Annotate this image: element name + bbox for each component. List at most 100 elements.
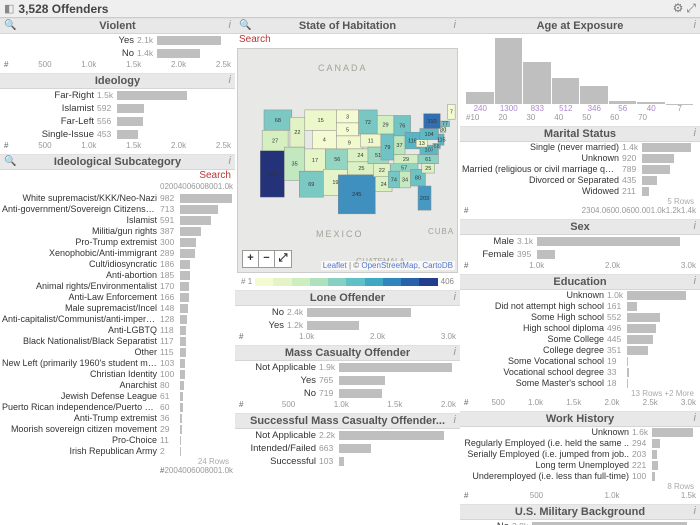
bar-row[interactable]: Divorced or Separated435 <box>462 175 698 186</box>
bar-row[interactable]: Christian Identity100 <box>2 369 233 380</box>
zoom-in[interactable]: + <box>243 251 259 267</box>
bar-row[interactable]: Moorish sovereign citizen movement29 <box>2 424 233 435</box>
info-icon[interactable]: i <box>454 414 456 426</box>
bar-row[interactable]: Anti-abortion185 <box>2 270 233 281</box>
bar-row[interactable]: Far-Left556 <box>2 115 233 128</box>
bar-row[interactable]: Anti-Law Enforcement166 <box>2 292 233 303</box>
bar-row[interactable]: Irish Republican Army2 <box>2 446 233 457</box>
bar-row[interactable]: Anti-LGBTQ118 <box>2 325 233 336</box>
search-icon[interactable]: 🔍 <box>4 20 16 31</box>
bar-row[interactable]: Did not attempt high school161 <box>462 301 698 312</box>
bar-row[interactable]: Single (never married)1.4k <box>462 142 698 153</box>
info-icon[interactable]: i <box>229 155 231 167</box>
bar-row[interactable]: Some Master's school18 <box>462 378 698 389</box>
bar-row[interactable]: Intended/Failed663 <box>237 442 458 455</box>
bar-row[interactable]: Unknown1.0k <box>462 290 698 301</box>
bar-row[interactable]: Far-Right1.5k <box>2 89 233 102</box>
info-icon[interactable]: i <box>454 346 456 358</box>
bar-row[interactable]: Married (religious or civil marriage qua… <box>462 164 698 175</box>
bar-row[interactable]: Xenophobic/Anti-immigrant289 <box>2 248 233 259</box>
bar-row[interactable]: Militia/gun rights387 <box>2 226 233 237</box>
bar-row[interactable]: Long term Unemployed221 <box>462 460 698 471</box>
bar-row[interactable]: Unknown920 <box>462 153 698 164</box>
info-icon[interactable]: i <box>694 220 696 232</box>
hist-bar[interactable] <box>580 86 608 104</box>
bar <box>180 436 181 445</box>
bar-row[interactable]: No1.4k <box>2 47 233 60</box>
choropleth-map[interactable]: CANADA MEXICO CUBA GUATEMALA 68274063522… <box>237 48 458 273</box>
bar-row[interactable]: Vocational school degree33 <box>462 367 698 378</box>
search-icon[interactable]: 🔍 <box>4 156 16 167</box>
bar-row[interactable]: Yes1.2k <box>237 319 458 332</box>
info-icon[interactable]: i <box>454 291 456 303</box>
bar-row[interactable]: Animal rights/Environmentalist170 <box>2 281 233 292</box>
hist-bar[interactable] <box>523 62 551 104</box>
bar-row[interactable]: Islamist591 <box>2 215 233 226</box>
bar-row[interactable]: Puerto Rican independence/Puerto Ric..60 <box>2 402 233 413</box>
bar-row[interactable]: Some High school552 <box>462 312 698 323</box>
bar-row[interactable]: College degree351 <box>462 345 698 356</box>
axis-tick: 200 <box>164 182 177 191</box>
bar-row[interactable]: Jewish Defense League61 <box>2 391 233 402</box>
bar-row[interactable]: No2.4k <box>237 306 458 319</box>
osm-link[interactable]: OpenStreetMap <box>361 261 417 270</box>
bar-row[interactable]: No2.8k <box>462 520 698 525</box>
bar-row[interactable]: Anti-capitalist/Communist/anti-imperia..… <box>2 314 233 325</box>
bar-row[interactable]: Regularly Employed (i.e. held the same .… <box>462 438 698 449</box>
info-icon[interactable]: i <box>694 505 696 517</box>
bar-row[interactable]: Female395 <box>462 248 698 261</box>
search-icon[interactable]: 🔍 <box>239 20 251 31</box>
bar-row[interactable]: Anarchist80 <box>2 380 233 391</box>
hist-value: 40 <box>637 104 666 113</box>
expand-icon[interactable]: ⤢ <box>686 1 696 15</box>
age-histogram[interactable] <box>460 34 700 104</box>
bar-row[interactable]: Not Applicable2.2k <box>237 429 458 442</box>
bar-row[interactable]: Yes2.1k <box>2 34 233 47</box>
info-icon[interactable]: i <box>694 275 696 287</box>
bar-row[interactable]: Widowed211 <box>462 186 698 197</box>
bar-row[interactable]: New Left (primarily 1960's student mov..… <box>2 358 233 369</box>
bar-row[interactable]: Islamist592 <box>2 102 233 115</box>
hist-bar[interactable] <box>495 38 523 104</box>
hist-bar[interactable] <box>552 78 580 104</box>
info-icon[interactable]: i <box>694 412 696 424</box>
bar-row[interactable]: No719 <box>237 387 458 400</box>
bar-row[interactable]: Anti-government/Sovereign Citizens m..71… <box>2 204 233 215</box>
leaflet-link[interactable]: Leaflet <box>323 261 347 270</box>
info-icon[interactable]: i <box>694 19 696 31</box>
bar-row[interactable]: Other115 <box>2 347 233 358</box>
info-icon[interactable]: i <box>694 127 696 139</box>
legend-max: 406 <box>441 277 454 286</box>
bar-row[interactable]: Pro-Choice11 <box>2 435 233 446</box>
info-icon[interactable]: i <box>229 19 231 31</box>
carto-link[interactable]: CartoDB <box>422 261 453 270</box>
bar <box>627 313 660 322</box>
bar-row[interactable]: Some Vocational school19 <box>462 356 698 367</box>
bar-row[interactable]: White supremacist/KKK/Neo-Nazi982 <box>2 193 233 204</box>
bar-row[interactable]: Unknown1.6k <box>462 427 698 438</box>
map-search[interactable]: Search <box>239 34 271 45</box>
settings-gear-icon[interactable]: ⚙ <box>673 1 684 15</box>
bar-row[interactable]: Pro-Trump extremist300 <box>2 237 233 248</box>
rows-note: 8 Rows <box>667 482 694 491</box>
bar-label: Serially Employed (i.e. jumped from job.… <box>462 449 632 460</box>
bar-row[interactable]: High school diploma496 <box>462 323 698 334</box>
bar-row[interactable]: Successful103 <box>237 455 458 468</box>
zoom-out[interactable]: − <box>259 251 275 267</box>
bar-row[interactable]: Anti-Trump extremist36 <box>2 413 233 424</box>
bar-row[interactable]: Underemployed (i.e. less than full-time)… <box>462 471 698 482</box>
bar-row[interactable]: Male3.1k <box>462 235 698 248</box>
hist-bar[interactable] <box>466 92 494 104</box>
bar-row[interactable]: Not Applicable1.9k <box>237 361 458 374</box>
zoom-expand[interactable]: ⤢ <box>275 251 291 267</box>
bar-row[interactable]: Black Nationalist/Black Separatist117 <box>2 336 233 347</box>
info-icon[interactable]: i <box>454 19 456 31</box>
bar-row[interactable]: Some College445 <box>462 334 698 345</box>
search-placeholder[interactable]: Search <box>199 170 231 181</box>
bar-row[interactable]: Cult/idiosyncratic186 <box>2 259 233 270</box>
bar-row[interactable]: Serially Employed (i.e. jumped from job.… <box>462 449 698 460</box>
bar-row[interactable]: Yes765 <box>237 374 458 387</box>
bar-row[interactable]: Male supremacist/Incel148 <box>2 303 233 314</box>
info-icon[interactable]: i <box>229 74 231 86</box>
bar-row[interactable]: Single-Issue453 <box>2 128 233 141</box>
